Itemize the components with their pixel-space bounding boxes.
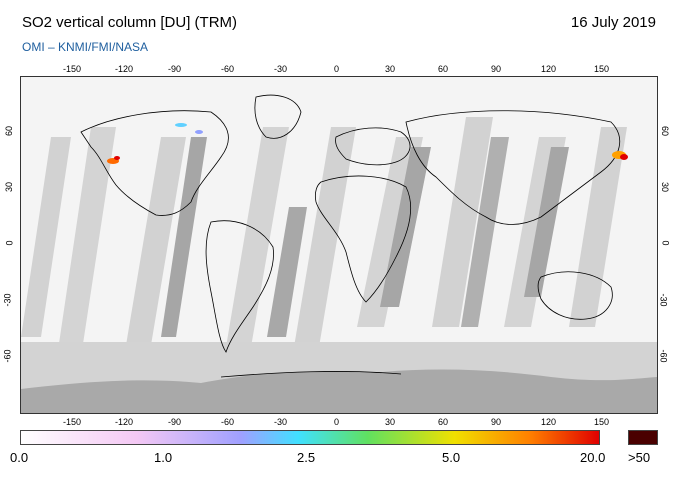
swath-gap-dark xyxy=(267,207,307,337)
swath-gap-dark xyxy=(461,137,509,327)
lon-label: -90 xyxy=(168,64,182,74)
swath-gap xyxy=(569,127,627,327)
africa-outline xyxy=(314,175,412,303)
colorbar-label: 1.0 xyxy=(154,450,173,465)
swath-gap xyxy=(226,127,289,347)
swath-gap xyxy=(294,127,356,347)
lon-label: 120 xyxy=(541,64,557,74)
source-label: OMI – KNMI/FMI/NASA xyxy=(22,40,149,54)
lon-label: -90 xyxy=(168,417,182,427)
lon-label: 90 xyxy=(491,417,502,427)
south-america-outline xyxy=(205,220,274,353)
lat-label: -30 xyxy=(2,293,13,307)
lat-label: -60 xyxy=(2,349,13,363)
asia-outline xyxy=(405,110,620,225)
lon-label: 30 xyxy=(385,64,396,74)
lat-label: -30 xyxy=(658,293,669,307)
chart-title: SO2 vertical column [DU] (TRM) xyxy=(22,14,238,31)
colorbar-label: 5.0 xyxy=(442,450,461,465)
north-america-outline xyxy=(80,110,229,216)
greenland-outline xyxy=(254,94,302,139)
so2-hotspot xyxy=(114,156,120,160)
colorbar-overflow xyxy=(628,430,658,445)
lat-label: 60 xyxy=(4,125,15,137)
lon-label: 60 xyxy=(438,64,449,74)
so2-map xyxy=(20,76,658,414)
date-label: 16 July 2019 xyxy=(570,14,656,31)
lon-label: 0 xyxy=(334,64,340,74)
swath-gap xyxy=(432,117,493,327)
swath-gap xyxy=(57,127,116,357)
so2-hotspot xyxy=(620,154,628,160)
lon-label: -30 xyxy=(274,417,288,427)
swath-gap-dark xyxy=(161,137,207,337)
lon-label: -120 xyxy=(115,417,134,427)
lon-label: 60 xyxy=(438,417,449,427)
map-svg xyxy=(21,77,657,413)
lon-label: 0 xyxy=(334,417,340,427)
lon-label: -60 xyxy=(221,64,235,74)
lon-label: -150 xyxy=(63,417,82,427)
lat-label: 30 xyxy=(4,181,15,193)
lat-label: 30 xyxy=(660,181,671,193)
lat-label: 0 xyxy=(660,240,671,246)
lon-label: 90 xyxy=(491,64,502,74)
swath-gap xyxy=(124,137,186,357)
lon-label: 120 xyxy=(541,417,557,427)
lon-label: -150 xyxy=(63,64,82,74)
so2-hotspots xyxy=(107,123,628,164)
lat-label: -60 xyxy=(658,349,669,363)
lon-label: -60 xyxy=(221,417,235,427)
australia-outline xyxy=(537,271,613,320)
antarctica xyxy=(21,369,657,413)
lon-label: 150 xyxy=(594,64,610,74)
colorbar-label: 2.5 xyxy=(297,450,316,465)
lon-label: 30 xyxy=(385,417,396,427)
colorbar-label: 20.0 xyxy=(580,450,606,465)
lat-label: 60 xyxy=(660,125,671,137)
antarctica-outline xyxy=(220,371,402,378)
swath-gap-dark xyxy=(380,147,431,307)
coastlines xyxy=(80,94,620,353)
swath-gap-dark xyxy=(524,147,569,297)
colorbar-label: 0.0 xyxy=(10,450,29,465)
europe-outline xyxy=(335,127,411,166)
colorbar xyxy=(20,430,600,445)
so2-hotspot xyxy=(175,123,187,127)
lon-label: 150 xyxy=(594,417,610,427)
lon-label: -120 xyxy=(115,64,134,74)
swath-gap xyxy=(21,137,71,337)
lat-label: 0 xyxy=(4,240,15,246)
lon-label: -30 xyxy=(274,64,288,74)
colorbar-overflow-label: >50 xyxy=(628,450,651,465)
orbit-swaths xyxy=(21,117,627,357)
so2-hotspot xyxy=(195,130,203,134)
